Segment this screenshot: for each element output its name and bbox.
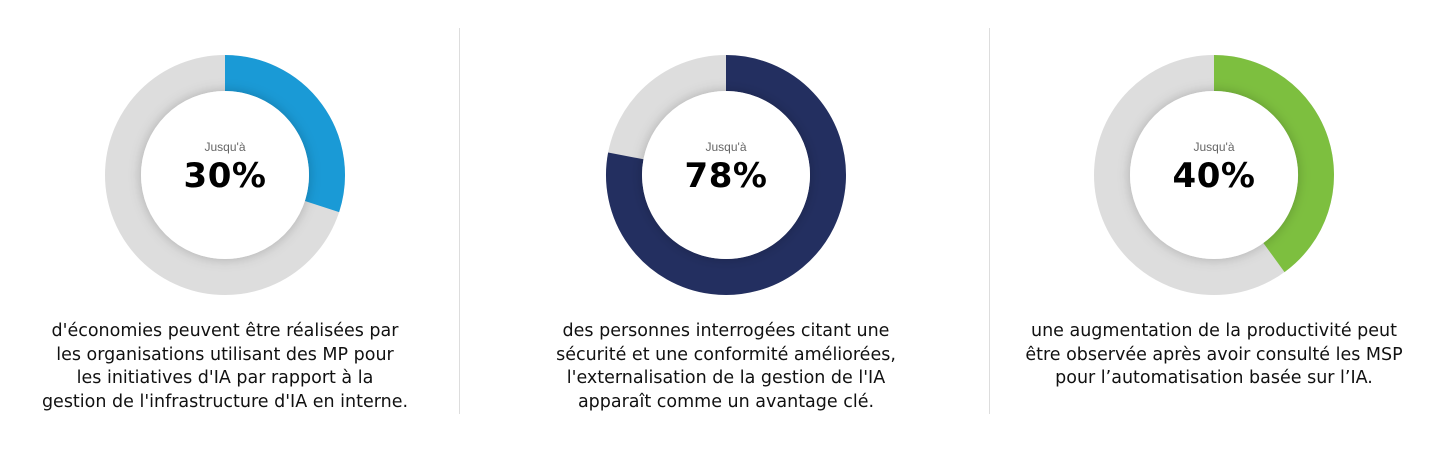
donut-chart-1	[105, 55, 345, 295]
caption-1-line: d'économies peuvent être réalisées par	[51, 321, 399, 341]
stat-panel-2: Jusqu'à 78% des personnes interrogées ci…	[500, 0, 960, 450]
caption-3-line: être observée après avoir consulté les M…	[1025, 344, 1403, 365]
caption-3: une augmentation de la productivité peut…	[994, 320, 1434, 391]
donut-slice	[606, 55, 846, 295]
divider-2	[989, 28, 990, 414]
donut-prefix-1: Jusqu'à	[204, 140, 246, 154]
caption-2-line: l'externalisation de la gestion de l'IA	[566, 368, 886, 388]
caption-3-line: une augmentation de la productivité peut	[1030, 321, 1397, 341]
donut-value-1: 30%	[183, 156, 267, 196]
donut-chart-2	[606, 55, 846, 295]
caption-1-line: les organisations utilisant des MP pour	[56, 344, 394, 365]
donut-slice	[1213, 55, 1334, 273]
caption-2-line: sécurité et une conformité améliorées,	[556, 344, 896, 365]
caption-1-line: les initiatives d'IA par rapport à la	[76, 368, 374, 388]
caption-1-line: gestion de l'infrastructure d'IA en inte…	[41, 391, 409, 412]
caption-2-line: des personnes interrogées citant une	[562, 321, 890, 341]
donut-value-2: 78%	[684, 156, 768, 196]
donut-center	[141, 91, 309, 259]
stat-panel-3: Jusqu'à 40% une augmentation de la produ…	[980, 0, 1440, 450]
donut-slice	[224, 55, 345, 213]
donut-chart-3	[1094, 55, 1334, 295]
donut-center	[642, 91, 810, 259]
divider-1	[459, 28, 460, 414]
donut-center	[1130, 91, 1298, 259]
caption-2-line: apparaît comme un avantage clé.	[577, 391, 875, 412]
donut-prefix-3: Jusqu'à	[1193, 140, 1235, 154]
donut-value-3: 40%	[1172, 156, 1256, 196]
caption-3-line: pour l’automatisation basée sur l’IA.	[1055, 368, 1373, 388]
caption-2: des personnes interrogées citant une séc…	[506, 320, 946, 414]
stat-panel-1: Jusqu'à 30% d'économies peuvent être réa…	[0, 0, 460, 450]
donut-prefix-2: Jusqu'à	[705, 140, 747, 154]
caption-1: d'économies peuvent être réalisées par l…	[5, 320, 445, 414]
